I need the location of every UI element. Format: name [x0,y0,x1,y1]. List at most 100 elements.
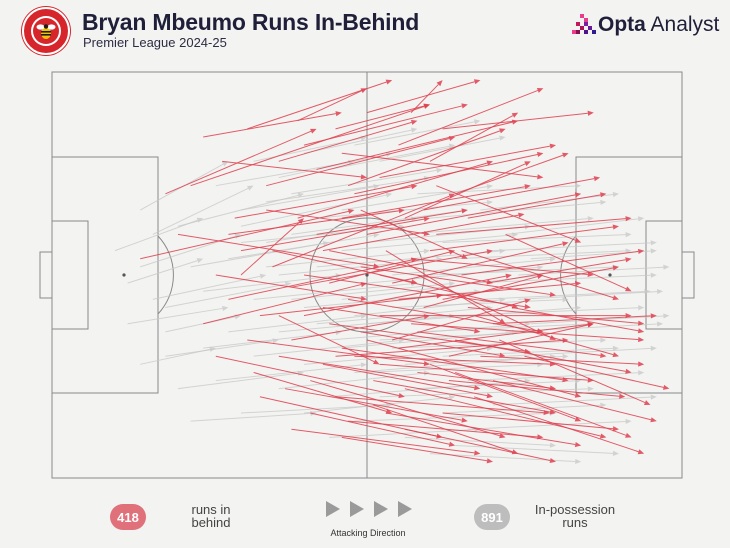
in-possession-run-arrow-line [203,332,336,349]
run-in-behind-arrow-head [461,253,468,259]
in-possession-run-arrow-line [379,137,500,162]
in-possession-run-arrow [480,191,619,211]
left-penalty-spot [122,273,126,277]
run-in-behind-arrow [203,111,342,138]
run-in-behind-arrow-head [637,328,645,334]
run-in-behind-arrow-head [410,279,418,285]
run-in-behind-arrow-head [549,457,556,464]
run-in-behind-arrow [473,396,645,455]
in-possession-run-arrow-head [285,281,292,287]
in-possession-run-arrow-line [467,420,626,430]
run-in-behind-arrow [398,281,582,300]
in-possession-run-arrow-line [455,445,614,454]
attacking-direction-label: Attacking Direction [330,528,406,538]
in-possession-label-line1: In-possession [534,502,616,517]
run-in-behind-arrow-line [329,250,488,283]
run-in-behind-arrow [366,192,582,235]
in-possession-run-arrow-head [499,135,506,141]
in-possession-run-arrow-line [429,266,614,276]
run-in-behind-arrow-line [347,130,501,187]
run-in-behind-arrow-line [354,355,551,365]
run-in-behind-arrow-head [612,265,619,271]
in-possession-run-arrow-head [562,353,569,360]
in-possession-run-arrow-line [266,250,425,268]
runs-in-behind-layer [140,79,670,464]
run-in-behind-arrow [442,412,619,432]
run-in-behind-arrow-line [335,105,425,130]
run-in-behind-arrow-head [587,322,594,328]
run-in-behind-arrow [360,266,556,298]
in-possession-run-arrow [215,362,367,382]
run-in-behind-arrow-line [253,371,387,412]
in-possession-label-line2: runs [562,515,588,530]
in-possession-run-arrow-head [259,273,267,279]
run-in-behind-arrow-line [360,209,463,257]
in-possession-run-arrow-line [455,250,626,260]
run-in-behind-arrow-line [524,355,664,388]
in-possession-run-arrow-line [442,234,626,244]
run-in-behind-arrow-line [455,371,627,436]
run-in-behind-arrow-head [637,248,645,255]
run-in-behind-arrow-head [461,103,468,109]
in-possession-run-arrow-head [587,386,594,392]
in-possession-run-arrow-head [638,305,645,311]
run-in-behind-arrow-line [322,306,475,332]
in-possession-label: In-possession runs [523,503,627,529]
run-in-behind-arrow [291,249,493,288]
run-in-behind-arrow [247,79,393,130]
in-possession-run-arrow-head [575,183,582,189]
run-in-behind-arrow-head [662,384,670,390]
in-possession-run-arrow-head [322,240,330,247]
run-in-behind-arrow-line [379,363,588,381]
run-in-behind-arrow-line [247,339,425,365]
run-in-behind-arrow [278,355,481,391]
in-possession-run-arrow [392,256,556,276]
legend: 418 runs in behind Attacking Direction 8… [0,488,730,548]
run-in-behind-arrow-head [385,408,393,414]
in-possession-run-arrow-line [341,331,513,349]
run-in-behind-arrow-line [379,274,513,307]
run-in-behind-arrow-line [203,113,336,138]
in-possession-run-arrow [253,281,418,300]
run-in-behind-arrow-line [411,323,639,341]
run-in-behind-arrow-head [638,336,645,343]
run-in-behind-arrow-head [360,88,367,94]
run-in-behind-arrow-line [436,185,576,241]
run-in-behind-arrow-head [486,458,493,464]
run-in-behind-arrow-line [177,233,374,267]
in-possession-run-arrow-head [373,232,380,238]
run-in-behind-arrow-line [190,105,425,187]
run-in-behind-arrow [272,193,456,268]
in-possession-run-arrow-line [240,194,387,227]
in-possession-run-arrow-head [499,297,506,303]
in-possession-run-arrow-head [650,248,657,254]
in-possession-run-arrow [404,216,594,235]
run-in-behind-arrow-head [625,286,632,292]
left-six-yard-box [51,220,89,330]
run-in-behind-arrow [240,216,430,252]
in-possession-run-arrow [467,418,632,430]
run-in-behind-arrow-line [404,428,551,461]
in-possession-run-arrow [354,119,481,146]
right-penalty-spot [608,273,612,277]
header: Bryan Mbeumo Runs In-Behind Premier Leag… [0,0,730,62]
run-in-behind-arrow [455,339,632,374]
run-in-behind-arrow-line [385,250,501,322]
run-in-behind-arrow-line [423,276,538,308]
in-possession-run-arrow [518,288,664,300]
in-possession-run-arrow-line [127,307,223,325]
in-possession-run-arrow-head [247,185,254,191]
run-in-behind-arrow [373,380,556,415]
in-possession-run-arrow [492,240,657,252]
in-possession-run-arrow-line [291,169,437,195]
in-possession-run-arrow [404,353,569,365]
in-possession-run-arrow-head [209,346,216,352]
run-in-behind-arrow-line [259,295,437,317]
run-in-behind-arrow-head [549,335,556,340]
run-in-behind-arrow [417,274,556,340]
in-possession-run-arrow-line [291,283,450,300]
run-in-behind-arrow-head [625,216,632,222]
in-possession-run-arrow [379,135,506,162]
runs-in-behind-label-line1: runs in [191,502,231,517]
in-possession-run-arrow-line [366,364,538,373]
